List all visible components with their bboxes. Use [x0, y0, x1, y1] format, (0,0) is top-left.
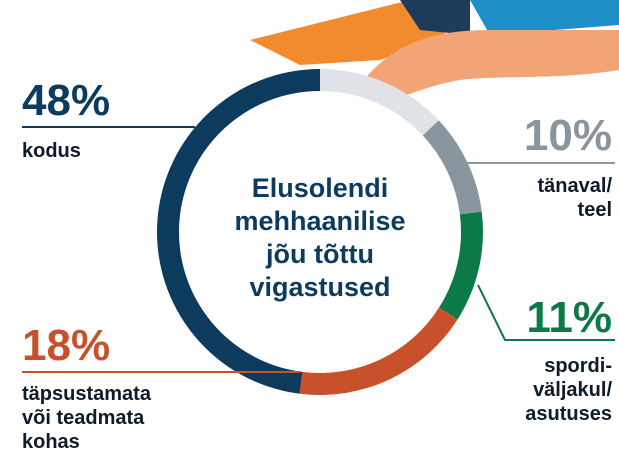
title-line: Elusolendi [252, 173, 389, 203]
category-label: kodus [22, 140, 81, 162]
title-line: jõu tõttu [265, 239, 374, 269]
value-label: 18% [22, 321, 110, 370]
illustration [250, 0, 619, 101]
title-line: vigastused [249, 272, 390, 302]
title-line: mehhaanilise [234, 206, 405, 236]
leader-line [477, 284, 615, 341]
category-label: spordi- [544, 355, 612, 377]
value-label: 48% [22, 76, 110, 125]
donut [157, 69, 483, 395]
sleeve [400, 0, 470, 35]
category-label: väljakul/ [533, 379, 612, 401]
donut-segment [299, 307, 458, 395]
category-label: teel [578, 199, 612, 221]
category-label: tänaval/ [538, 175, 613, 197]
chart-title: Elusolendi mehhaanilise jõu tõttu vigastuse… [234, 173, 405, 302]
labels: 10% tänaval/teel 11% spordi-väljakul/asutus… [22, 76, 615, 453]
category-label: kohas [22, 431, 80, 453]
donut-segment [439, 211, 483, 320]
category-label: täpsustamata [22, 383, 152, 405]
value-label: 10% [524, 111, 612, 160]
hand [360, 30, 619, 101]
donut-segment [320, 69, 439, 136]
category-label: asutuses [525, 403, 612, 425]
sleeve-blue [470, 0, 619, 35]
donut-segment [422, 120, 482, 215]
value-label: 11% [526, 293, 612, 342]
donut-segment [157, 69, 320, 394]
category-label: või teadmata [22, 407, 145, 429]
